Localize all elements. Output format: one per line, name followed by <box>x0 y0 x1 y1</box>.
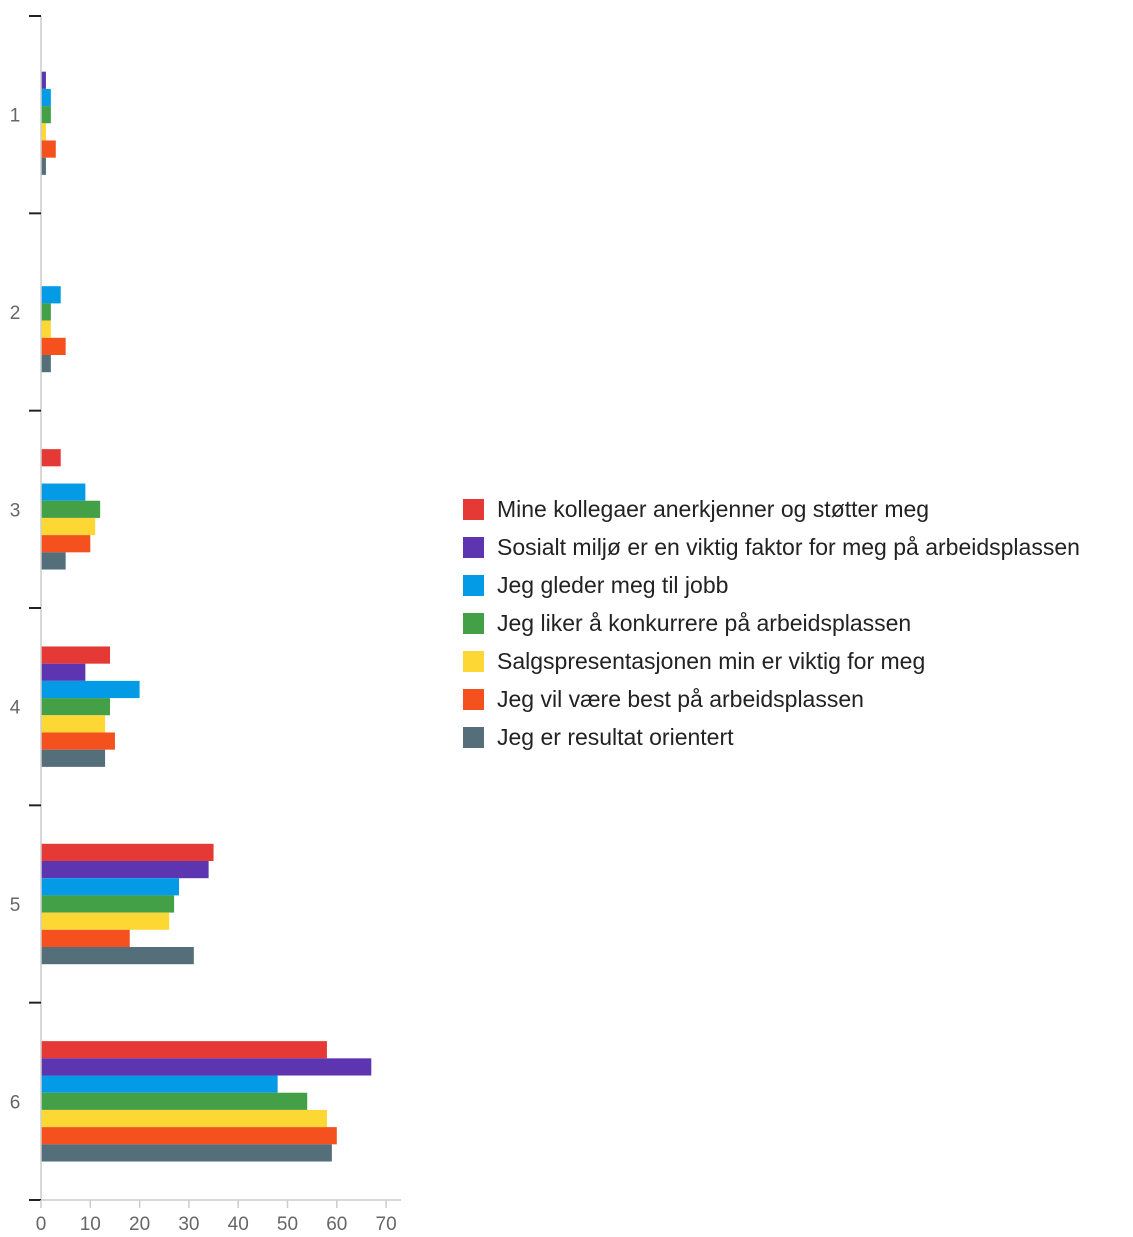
y-tick-label: 2 <box>10 303 21 324</box>
x-tick-label: 20 <box>129 1214 150 1235</box>
bar-cat5-series6 <box>41 929 130 947</box>
bar-cat6-series7 <box>41 1144 332 1162</box>
bar-cat2-series5 <box>41 320 51 338</box>
legend-swatch <box>463 726 484 748</box>
bar-cat1-series2 <box>41 71 46 89</box>
legend-label: Jeg er resultat orientert <box>497 723 734 750</box>
bar-cat4-series2 <box>41 663 86 681</box>
bars-group <box>41 71 372 1162</box>
bar-cat5-series5 <box>41 912 170 930</box>
bar-cat2-series7 <box>41 355 51 373</box>
legend-item: Jeg vil være best på arbeidsplassen <box>463 680 1080 718</box>
bar-cat5-series7 <box>41 947 194 965</box>
bar-cat3-series4 <box>41 500 101 518</box>
bar-cat2-series6 <box>41 337 66 355</box>
bar-cat1-series3 <box>41 88 51 107</box>
bar-cat3-series7 <box>41 552 66 570</box>
y-tick-label: 1 <box>10 106 21 127</box>
bar-cat6-series3 <box>41 1075 278 1093</box>
bar-cat4-series3 <box>41 680 140 699</box>
bar-cat6-series5 <box>41 1109 327 1128</box>
bar-cat1-series4 <box>41 106 51 124</box>
bar-cat1-series5 <box>41 123 46 141</box>
legend-label: Salgspresentasjonen min er viktig for me… <box>497 647 926 674</box>
x-tick-label: 30 <box>178 1214 199 1235</box>
legend-label: Sosialt miljø er en viktig faktor for me… <box>497 533 1080 560</box>
legend-item: Salgspresentasjonen min er viktig for me… <box>463 642 1080 680</box>
legend-item: Mine kollegaer anerkjenner og støtter me… <box>463 490 1080 528</box>
bar-cat3-series6 <box>41 535 91 553</box>
bar-cat3-series1 <box>41 449 61 467</box>
legend-swatch <box>463 650 484 672</box>
bar-cat6-series6 <box>41 1127 337 1145</box>
bar-cat6-series2 <box>41 1058 372 1076</box>
y-tick-label: 4 <box>10 698 21 719</box>
legend-label: Jeg vil være best på arbeidsplassen <box>497 685 864 712</box>
y-tick-label: 3 <box>10 500 21 521</box>
legend-swatch <box>463 536 484 558</box>
bar-cat3-series3 <box>41 483 86 501</box>
legend-swatch <box>463 612 484 634</box>
bar-cat6-series4 <box>41 1092 308 1110</box>
x-tick-label: 70 <box>376 1214 397 1235</box>
bar-cat3-series5 <box>41 517 96 536</box>
bar-cat1-series6 <box>41 140 56 158</box>
legend-item: Jeg er resultat orientert <box>463 718 1080 756</box>
legend-label: Jeg gleder meg til jobb <box>497 571 729 598</box>
legend-item: Sosialt miljø er en viktig faktor for me… <box>463 528 1080 566</box>
y-tick-label: 6 <box>10 1092 21 1113</box>
legend-label: Jeg liker å konkurrere på arbeidsplassen <box>497 609 912 636</box>
x-tick-label: 50 <box>277 1214 298 1235</box>
bar-cat4-series4 <box>41 698 111 716</box>
legend-swatch <box>463 688 484 710</box>
bar-cat2-series4 <box>41 303 51 321</box>
bar-cat5-series3 <box>41 878 180 896</box>
bar-cat4-series6 <box>41 732 115 750</box>
bar-cat5-series1 <box>41 843 214 861</box>
x-tick-label: 60 <box>326 1214 347 1235</box>
bar-cat4-series5 <box>41 715 106 733</box>
bar-cat2-series3 <box>41 286 61 304</box>
bar-cat5-series2 <box>41 861 209 879</box>
legend-swatch <box>463 574 484 596</box>
legend-swatch <box>463 498 484 520</box>
bar-cat5-series4 <box>41 895 175 913</box>
bar-cat4-series7 <box>41 749 106 767</box>
x-tick-label: 10 <box>80 1214 101 1235</box>
bar-cat6-series1 <box>41 1041 327 1059</box>
legend-item: Jeg gleder meg til jobb <box>463 566 1080 604</box>
x-tick-label: 40 <box>228 1214 249 1235</box>
bar-cat4-series1 <box>41 646 111 664</box>
legend: Mine kollegaer anerkjenner og støtter me… <box>463 490 1080 756</box>
legend-label: Mine kollegaer anerkjenner og støtter me… <box>497 495 930 522</box>
y-tick-label: 5 <box>10 895 21 916</box>
bar-cat1-series7 <box>41 157 46 175</box>
x-tick-label: 0 <box>36 1214 47 1235</box>
legend-item: Jeg liker å konkurrere på arbeidsplassen <box>463 604 1080 642</box>
